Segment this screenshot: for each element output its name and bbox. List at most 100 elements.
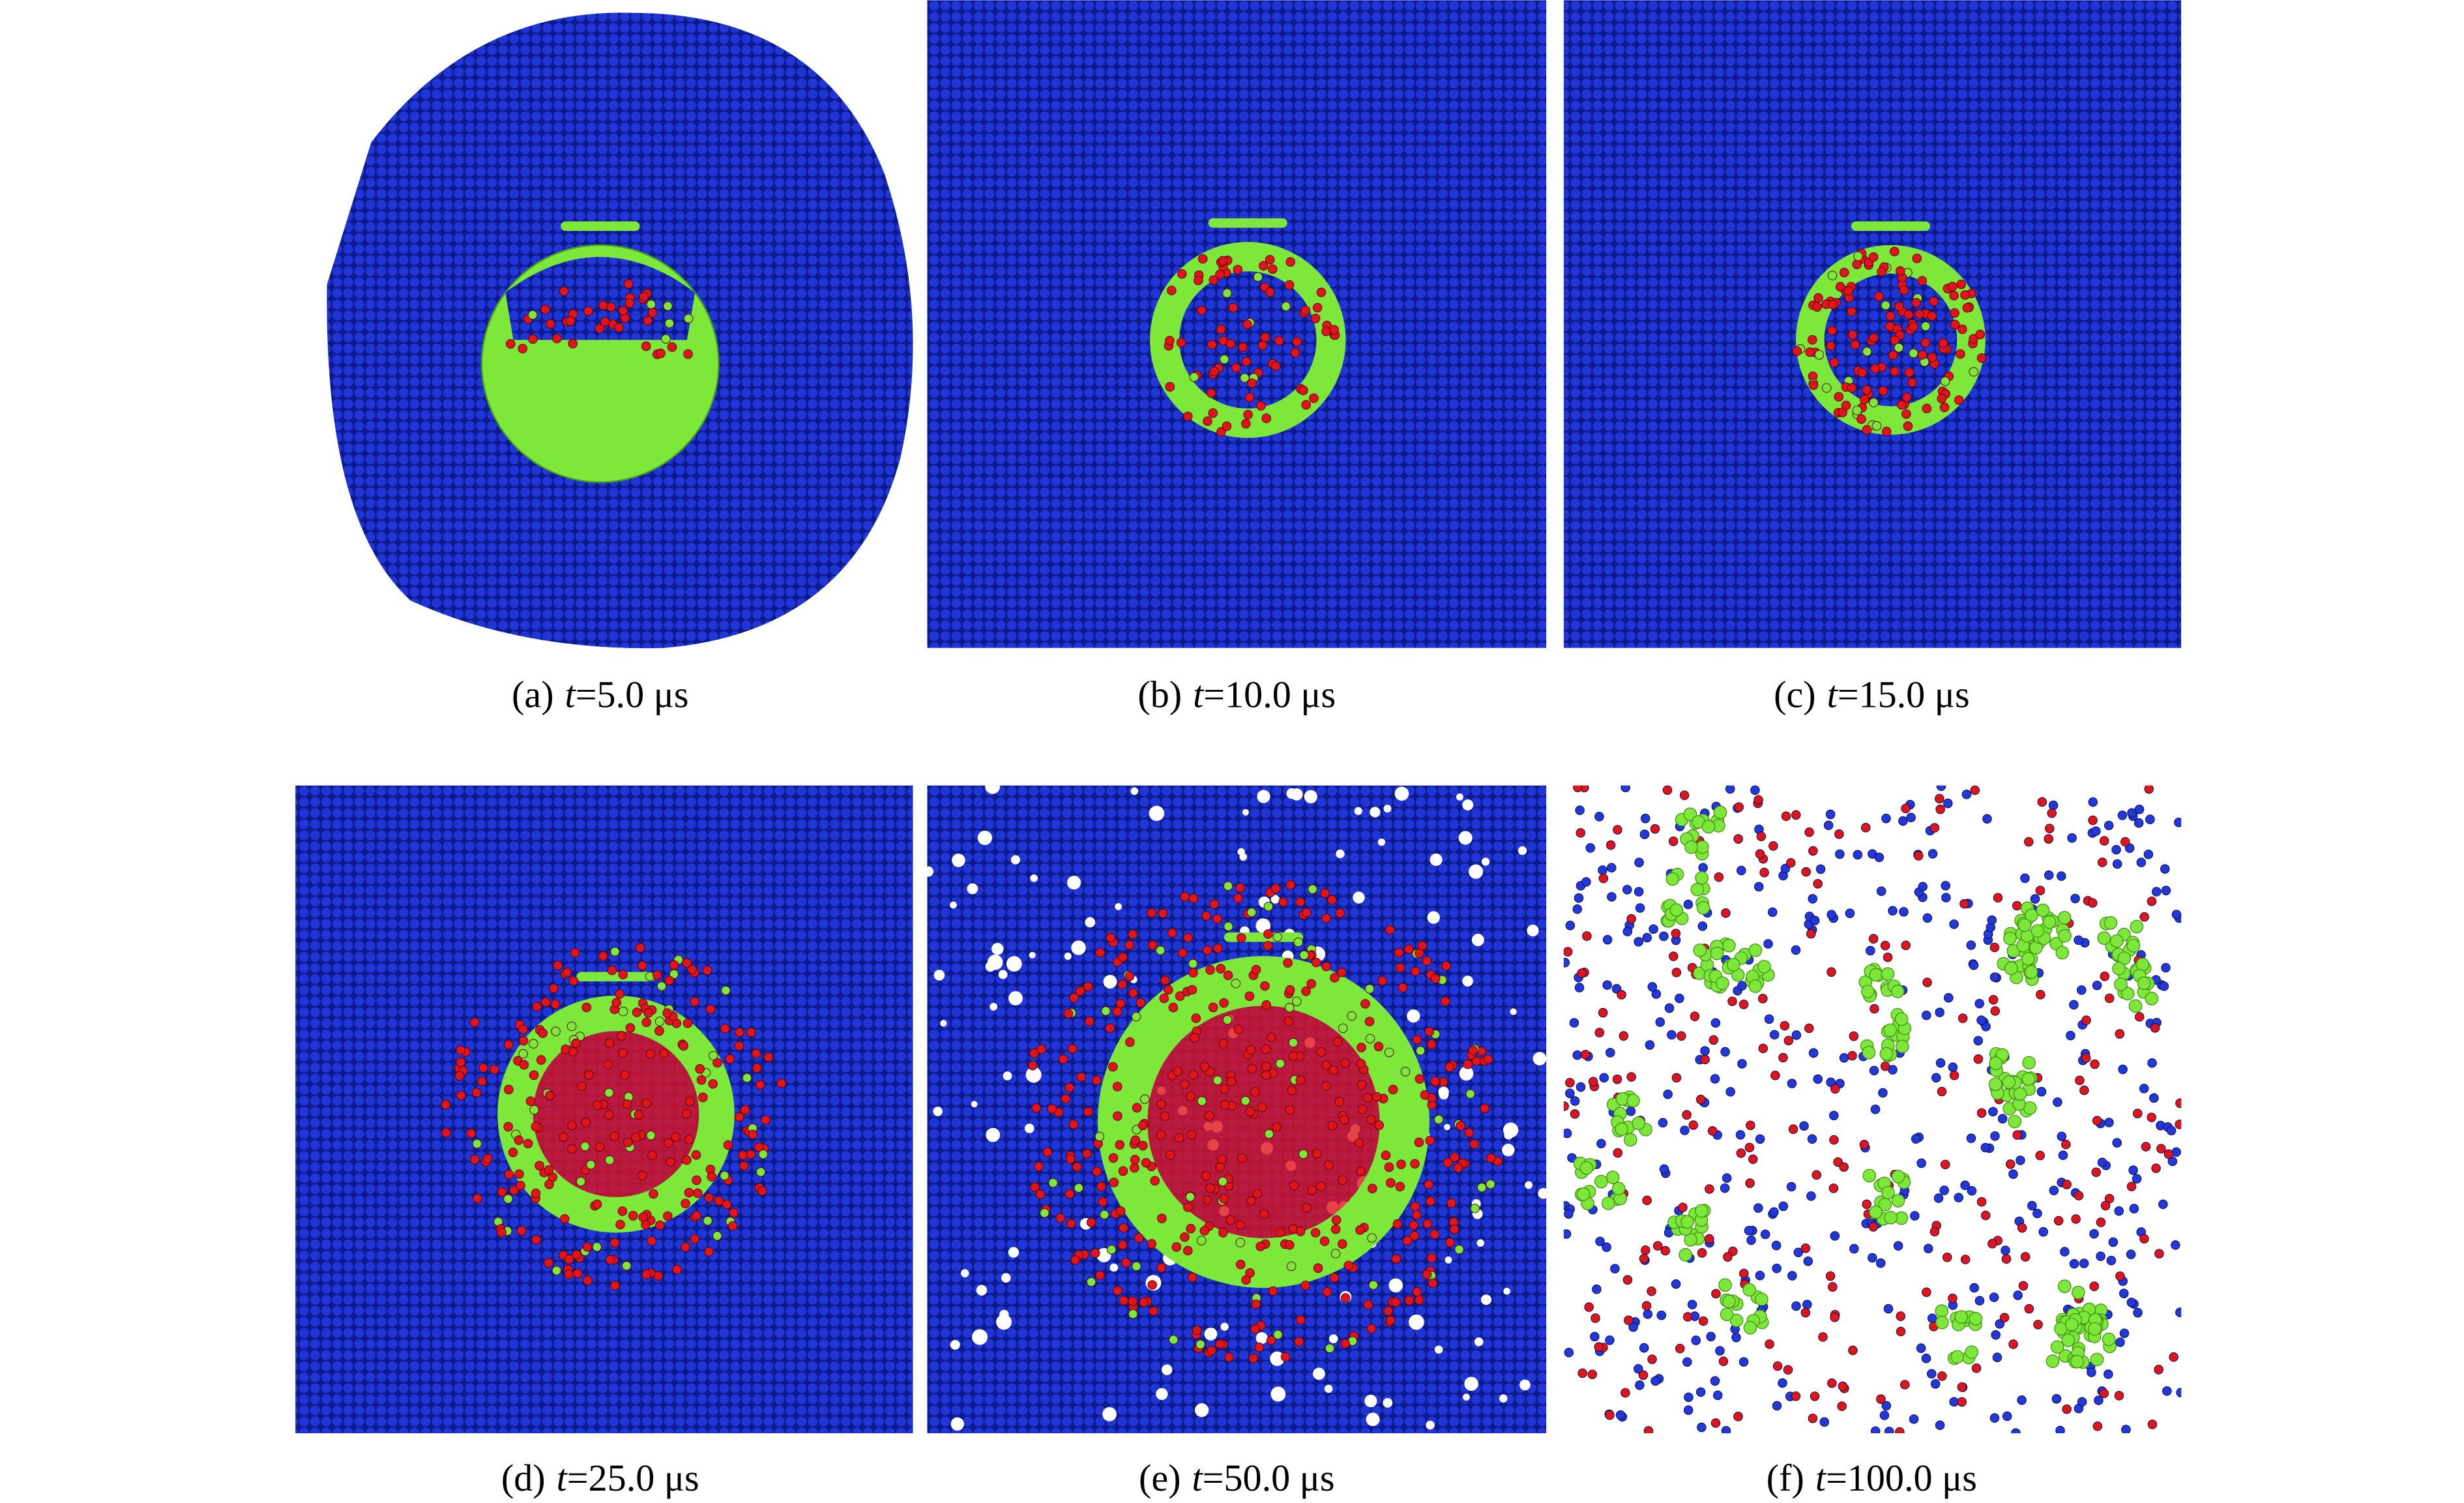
particle xyxy=(1922,977,1932,987)
particle xyxy=(2160,864,2170,874)
particle xyxy=(1785,857,1796,868)
particle xyxy=(2062,1180,2072,1189)
particle xyxy=(1737,1059,1747,1069)
particle xyxy=(1083,981,1093,992)
void xyxy=(1195,1403,1209,1418)
particle xyxy=(1989,972,2000,982)
particle xyxy=(1312,303,1323,313)
particle xyxy=(1106,932,1116,943)
particle xyxy=(734,1112,744,1122)
particle xyxy=(567,1120,577,1131)
particle xyxy=(741,1105,750,1115)
particle xyxy=(1929,823,1940,833)
particle xyxy=(1441,961,1451,971)
void xyxy=(1409,1314,1424,1330)
particle xyxy=(560,1213,570,1224)
particle xyxy=(441,1099,451,1110)
particle xyxy=(610,947,620,957)
particle xyxy=(594,323,605,334)
particle xyxy=(1196,1236,1207,1245)
particle xyxy=(1364,984,1375,994)
particle xyxy=(1465,1089,1475,1099)
particle xyxy=(1948,1293,1958,1303)
particle xyxy=(2104,1369,2113,1379)
fragment xyxy=(1693,943,1707,957)
particle xyxy=(1325,1343,1335,1354)
particle xyxy=(2088,797,2098,807)
particle xyxy=(2169,1352,2178,1362)
particle xyxy=(1639,1343,1649,1353)
particle xyxy=(540,305,550,314)
particle xyxy=(1385,1315,1396,1326)
particle xyxy=(2143,849,2154,859)
particle xyxy=(1911,1134,1921,1144)
caption-value: =50.0 μs xyxy=(1203,1457,1335,1500)
particle xyxy=(1700,1054,1710,1065)
particle xyxy=(2096,1217,2106,1227)
particle xyxy=(1563,947,1573,957)
green-cap xyxy=(576,972,656,982)
particle xyxy=(1155,945,1166,955)
particle xyxy=(2012,900,2022,911)
particle xyxy=(516,1180,525,1191)
particle xyxy=(1340,1293,1351,1303)
particle xyxy=(1092,1075,1102,1085)
particle xyxy=(1267,1032,1276,1043)
particle xyxy=(1720,1183,1730,1193)
particle xyxy=(582,1242,593,1252)
particle xyxy=(1862,1199,1871,1210)
particle xyxy=(1312,1148,1322,1159)
particle xyxy=(1288,1051,1298,1061)
particle xyxy=(2071,1214,2081,1224)
particle xyxy=(1165,336,1175,346)
particle xyxy=(1920,338,1931,348)
particle xyxy=(1937,394,1947,404)
particle xyxy=(1927,352,1937,363)
particle xyxy=(1371,1092,1382,1102)
particle xyxy=(2144,785,2154,794)
particle xyxy=(1338,1239,1347,1249)
fragment xyxy=(2130,919,2144,934)
panels xyxy=(295,0,2182,1434)
particle xyxy=(2035,1150,2045,1161)
particle xyxy=(1132,1103,1142,1113)
particle xyxy=(1943,798,1953,809)
particle xyxy=(1706,1332,1716,1342)
particle xyxy=(1160,975,1170,985)
particle xyxy=(594,1142,605,1152)
particle xyxy=(1194,275,1203,286)
particle xyxy=(2104,993,2115,1004)
particle xyxy=(1237,933,1246,943)
particle xyxy=(454,1071,465,1081)
void xyxy=(1030,874,1038,882)
void xyxy=(1366,1412,1380,1427)
particle xyxy=(532,1002,542,1012)
particle xyxy=(1292,996,1302,1006)
particle xyxy=(2002,1411,2012,1421)
particle xyxy=(664,318,675,329)
particle xyxy=(1808,335,1817,345)
particle xyxy=(1569,1018,1579,1028)
particle xyxy=(1993,893,2003,903)
particle xyxy=(1086,1277,1096,1287)
particle xyxy=(1183,411,1193,421)
particle xyxy=(1619,1031,1629,1041)
particle xyxy=(2159,981,2169,991)
particle xyxy=(1164,985,1173,995)
particle xyxy=(646,299,656,310)
particle xyxy=(536,1055,546,1065)
particle xyxy=(1902,392,1912,402)
particle xyxy=(1847,330,1858,340)
particle xyxy=(1834,829,1844,839)
particle xyxy=(1219,998,1229,1008)
particle xyxy=(1222,288,1232,298)
particle xyxy=(2147,896,2157,906)
particle xyxy=(1626,1106,1636,1116)
void xyxy=(1204,1327,1218,1341)
particle xyxy=(1226,1077,1237,1086)
particle xyxy=(1253,272,1263,282)
particle xyxy=(1187,985,1197,995)
particle xyxy=(1881,1401,1892,1411)
particle xyxy=(598,301,608,310)
particle xyxy=(1830,1312,1840,1322)
